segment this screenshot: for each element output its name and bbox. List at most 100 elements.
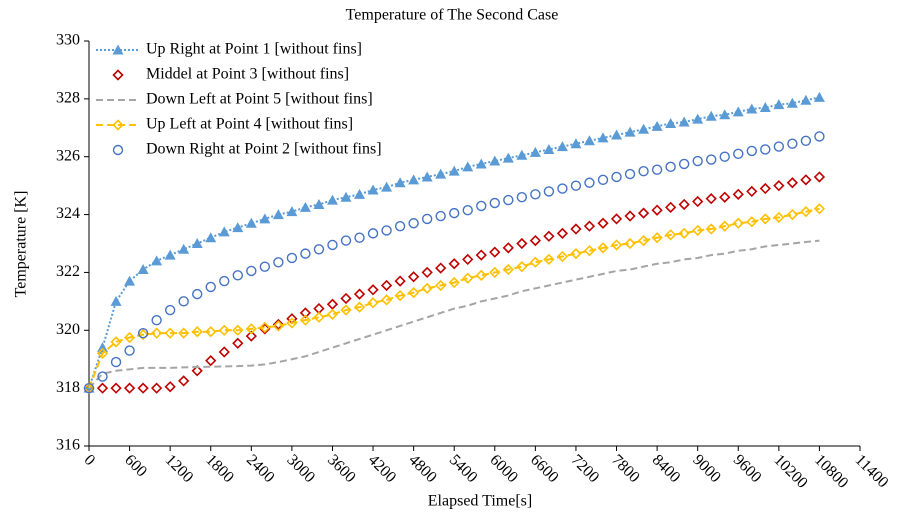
data-point xyxy=(503,194,514,206)
data-point xyxy=(191,326,203,338)
data-point xyxy=(516,149,528,160)
data-point xyxy=(759,102,771,113)
data-point xyxy=(246,265,257,277)
data-point xyxy=(665,229,677,241)
data-point xyxy=(489,266,501,279)
data-point xyxy=(191,238,203,248)
data-point xyxy=(313,311,325,323)
data-point xyxy=(556,227,569,240)
data-point xyxy=(624,126,636,137)
data-point xyxy=(164,304,176,316)
data-point xyxy=(489,246,501,258)
legend-label: Up Right at Point 1 [without fins] xyxy=(146,41,362,58)
x-tick-label: 11400 xyxy=(852,451,892,491)
legend-marker xyxy=(112,44,124,55)
data-point xyxy=(543,186,555,197)
data-point xyxy=(219,275,230,287)
data-point xyxy=(462,272,474,284)
data-point xyxy=(380,294,393,306)
data-point xyxy=(705,223,717,235)
data-point xyxy=(624,210,636,222)
data-point xyxy=(773,141,785,152)
data-point xyxy=(624,237,636,250)
data-point xyxy=(502,242,514,254)
data-point xyxy=(435,262,447,274)
data-point xyxy=(205,326,217,338)
data-point xyxy=(97,342,109,353)
y-axis-label: Temperature [K] xyxy=(13,191,30,298)
data-point xyxy=(421,213,433,225)
data-point xyxy=(583,220,596,232)
data-point xyxy=(556,250,569,263)
data-point xyxy=(326,194,338,205)
data-point xyxy=(719,220,731,232)
data-point xyxy=(340,191,352,202)
data-point xyxy=(380,279,393,292)
data-point xyxy=(381,225,392,236)
data-point xyxy=(110,295,122,306)
data-point xyxy=(232,222,244,233)
data-point xyxy=(245,330,257,342)
x-tick-label: 6600 xyxy=(527,451,562,486)
y-tick-label: 330 xyxy=(56,32,80,49)
data-point xyxy=(529,234,541,247)
data-point xyxy=(286,206,298,217)
data-point xyxy=(192,288,203,300)
data-point xyxy=(232,324,244,336)
data-point xyxy=(83,382,95,394)
data-point xyxy=(692,155,703,167)
x-tick-label: 600 xyxy=(121,451,150,480)
data-point xyxy=(408,271,420,283)
x-tick-label: 4800 xyxy=(405,451,440,486)
data-point xyxy=(286,317,298,329)
data-point xyxy=(719,191,731,203)
y-tick-label: 322 xyxy=(56,263,80,280)
data-point xyxy=(706,154,717,165)
data-point xyxy=(678,158,690,170)
data-point xyxy=(597,174,609,186)
data-point xyxy=(516,192,528,203)
data-point xyxy=(800,174,812,186)
data-point xyxy=(800,206,812,218)
data-point xyxy=(394,275,406,287)
data-point xyxy=(408,287,420,299)
data-point xyxy=(151,314,162,326)
data-point xyxy=(137,382,149,394)
data-point xyxy=(732,188,744,200)
data-point xyxy=(327,239,338,251)
data-point xyxy=(123,331,136,344)
data-point xyxy=(651,232,663,244)
data-point xyxy=(611,129,623,140)
data-point xyxy=(529,256,541,268)
data-point xyxy=(123,382,136,394)
data-point xyxy=(583,245,596,257)
x-tick-label: 3000 xyxy=(283,451,318,486)
data-point xyxy=(394,289,406,302)
data-point xyxy=(610,239,623,251)
y-tick-label: 320 xyxy=(56,321,80,338)
data-point xyxy=(394,220,406,232)
data-point xyxy=(746,103,758,114)
x-tick-label: 4200 xyxy=(365,451,400,486)
data-point xyxy=(394,177,406,188)
data-point xyxy=(651,204,663,216)
data-point xyxy=(638,123,650,134)
data-point xyxy=(502,263,514,276)
chart-title: Temperature of The Second Case xyxy=(346,7,559,24)
data-point xyxy=(286,252,298,264)
data-point xyxy=(651,164,663,175)
data-point xyxy=(813,203,826,215)
data-point xyxy=(678,227,690,240)
data-point xyxy=(151,327,163,339)
data-point xyxy=(137,328,149,341)
series-line xyxy=(88,239,820,389)
data-point xyxy=(597,217,609,229)
y-tick-label: 324 xyxy=(56,205,80,222)
data-point xyxy=(151,255,163,266)
data-point xyxy=(272,209,284,220)
data-point xyxy=(529,146,541,157)
data-point xyxy=(110,382,122,394)
x-tick-label: 3600 xyxy=(324,451,359,486)
data-point xyxy=(218,226,230,237)
